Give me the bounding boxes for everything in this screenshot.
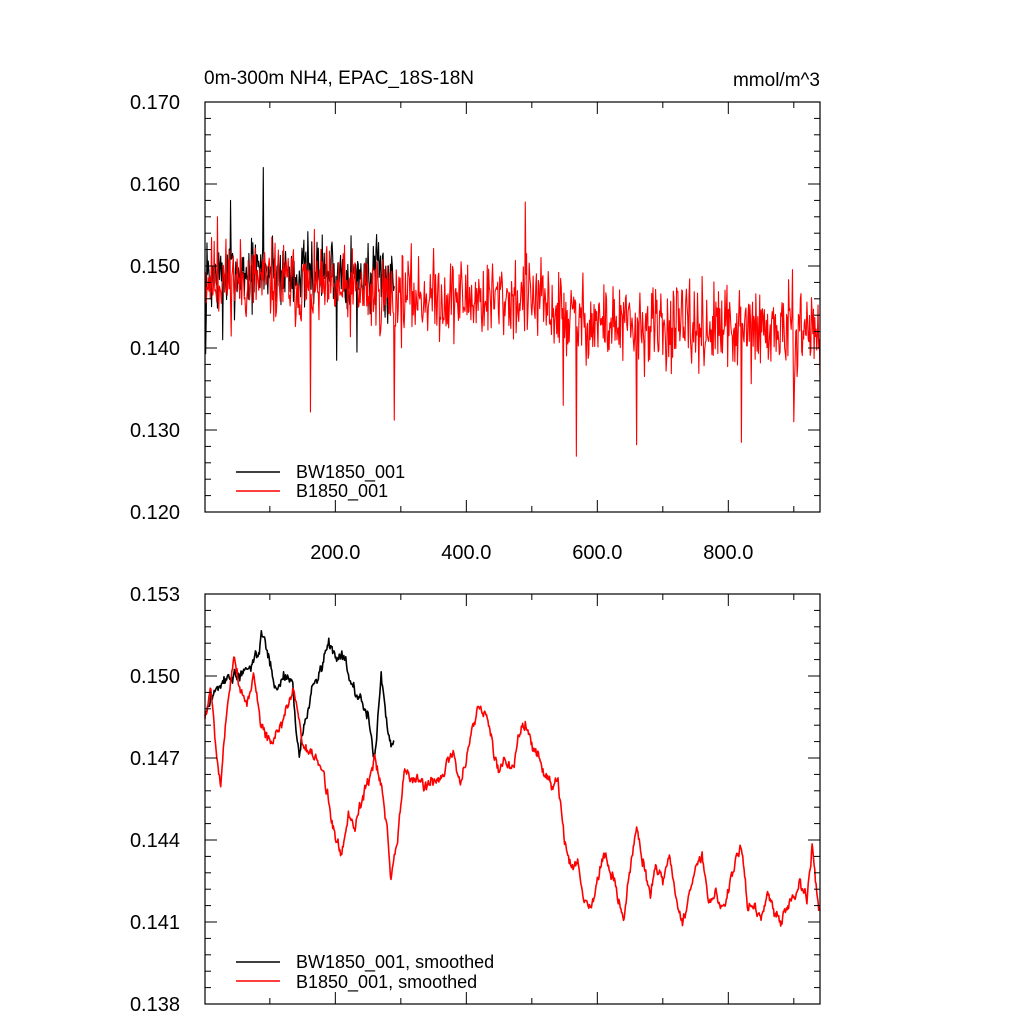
bottom-ytick-label: 0.147 <box>130 748 180 770</box>
bottom-axes: 0.138 0.141 0.144 0.147 0.150 0.153 <box>130 584 820 1016</box>
bottom-series-line-bw1850 <box>204 629 395 758</box>
top-ytick-label: 0.170 <box>130 92 180 114</box>
bottom-ytick-label: 0.153 <box>130 584 180 606</box>
top-title: 0m-300m NH4, EPAC_18S-18N <box>204 68 474 89</box>
top-legend: BW1850_001 B1850_001 <box>236 462 405 502</box>
bottom-ytick-label: 0.150 <box>130 666 180 688</box>
top-ytick-label: 0.130 <box>130 420 180 442</box>
top-xtick-label: 400.0 <box>441 542 491 564</box>
top-plot-area <box>204 167 821 457</box>
top-units: mmol/m^3 <box>733 70 820 91</box>
top-legend-label-bw1850: BW1850_001 <box>296 462 405 483</box>
bottom-legend-label-b1850: B1850_001, smoothed <box>296 972 477 993</box>
top-legend-label-b1850: B1850_001 <box>296 481 388 502</box>
top-xtick-label: 200.0 <box>310 542 360 564</box>
bottom-plot-frame <box>204 593 821 1005</box>
top-ytick-label: 0.120 <box>130 502 180 524</box>
top-ytick-label: 0.140 <box>130 338 180 360</box>
top-plot-frame <box>204 101 821 513</box>
bottom-ytick-label: 0.141 <box>130 912 180 934</box>
bottom-panel: 0.138 0.141 0.144 0.147 0.150 0.153 BW1850_00… <box>130 584 821 1016</box>
bottom-ytick-label: 0.144 <box>130 830 180 852</box>
bottom-plot-area <box>204 629 821 927</box>
bottom-series-line-b1850 <box>204 656 821 927</box>
top-panel: 0m-300m NH4, EPAC_18S-18N mmol/m^3 0.120… <box>130 68 821 564</box>
top-xtick-label: 800.0 <box>703 542 753 564</box>
bottom-legend-label-bw1850: BW1850_001, smoothed <box>296 952 494 973</box>
top-axes: 0.120 0.130 0.140 0.150 0.160 0.170 200.0 400.0… <box>130 92 820 564</box>
top-xtick-label: 600.0 <box>572 542 622 564</box>
top-ytick-label: 0.150 <box>130 256 180 278</box>
bottom-ytick-label: 0.138 <box>130 994 180 1016</box>
bottom-legend: BW1850_001, smoothed B1850_001, smoothed <box>236 952 494 993</box>
top-series-line-b1850 <box>204 201 821 457</box>
top-ytick-label: 0.160 <box>130 174 180 196</box>
